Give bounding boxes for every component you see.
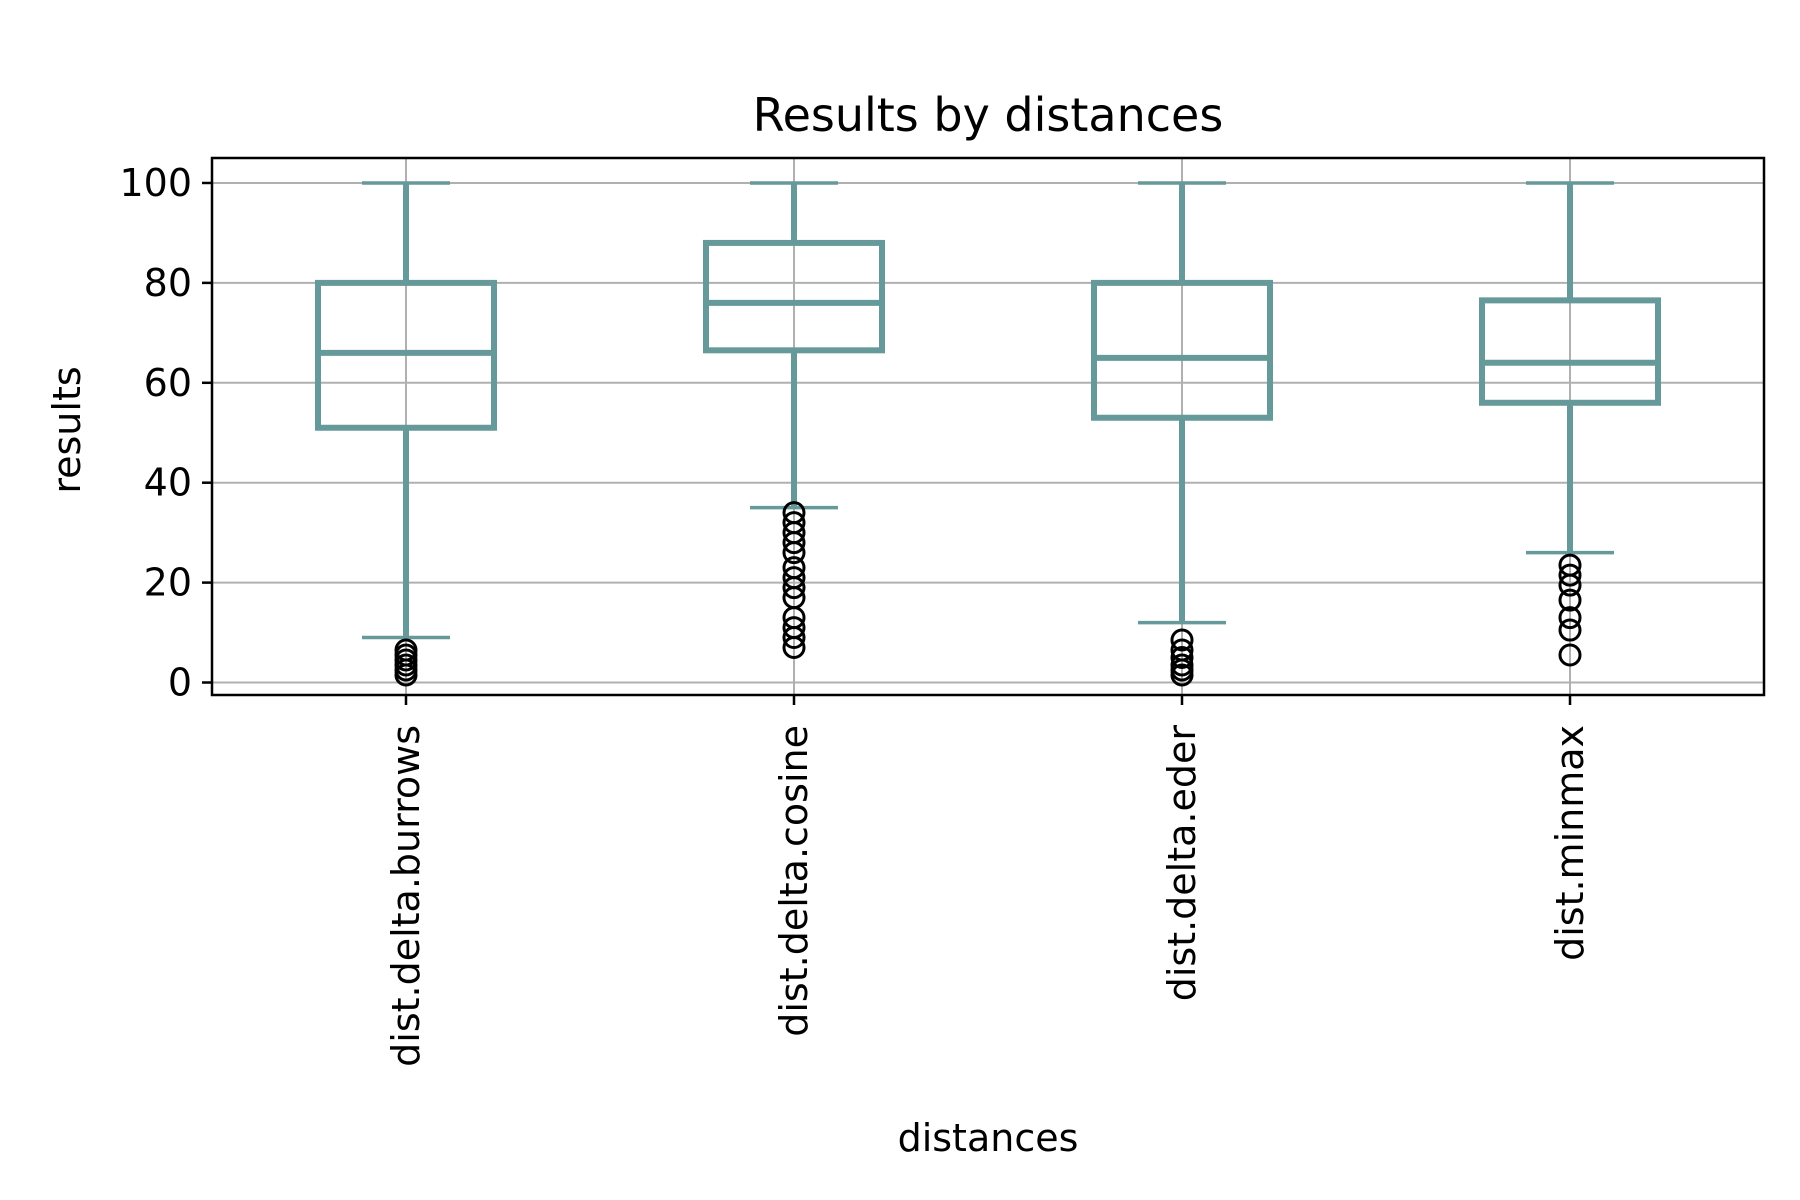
box-body: [703, 239, 885, 354]
y-tick-label: 20: [144, 561, 192, 605]
outlier-point: [1170, 628, 1194, 652]
y-tick-label: 80: [144, 261, 192, 305]
outlier-point: [1558, 643, 1582, 667]
box-dist-delta-cosine: [703, 181, 885, 660]
outlier-point: [1558, 618, 1582, 642]
box-dist-delta-eder: [1091, 181, 1273, 687]
outlier-point: [782, 566, 806, 590]
box-body: [1091, 279, 1273, 421]
outlier-point: [1558, 588, 1582, 612]
y-axis-title: results: [45, 366, 89, 493]
outlier-point: [782, 501, 806, 525]
outlier-point: [782, 511, 806, 535]
outlier-point: [1170, 653, 1194, 677]
x-tick-label: dist.delta.cosine: [772, 725, 816, 1037]
outlier-point: [782, 616, 806, 640]
x-tick-label: dist.delta.burrows: [384, 725, 428, 1067]
outlier-point: [1558, 606, 1582, 630]
x-axis-title: distances: [898, 1116, 1079, 1160]
y-tick-label: 60: [144, 361, 192, 405]
outlier-point: [394, 638, 418, 662]
box-plot-series: [315, 181, 1661, 687]
box-dist-delta-burrows: [315, 181, 497, 687]
x-axis-ticks: dist.delta.burrows dist.delta.cosine dist.…: [384, 695, 1592, 1067]
x-tick-label: dist.minmax: [1548, 725, 1592, 961]
outlier-point: [782, 556, 806, 580]
y-axis-ticks: 0 20 40 60 80 100: [119, 161, 212, 705]
x-tick-label: dist.delta.eder: [1160, 725, 1204, 1002]
box-dist-minmax: [1479, 181, 1661, 667]
outlier-point: [1170, 638, 1194, 662]
box-body: [1479, 297, 1661, 406]
outlier-point: [1170, 646, 1194, 670]
plot-area-frame: [210, 156, 1766, 697]
outlier-point: [1558, 563, 1582, 587]
y-tick-label: 0: [168, 661, 192, 705]
chart-title: Results by distances: [753, 88, 1224, 142]
y-tick-label: 40: [144, 461, 192, 505]
y-tick-label: 100: [119, 161, 192, 205]
outlier-point: [1558, 553, 1582, 577]
